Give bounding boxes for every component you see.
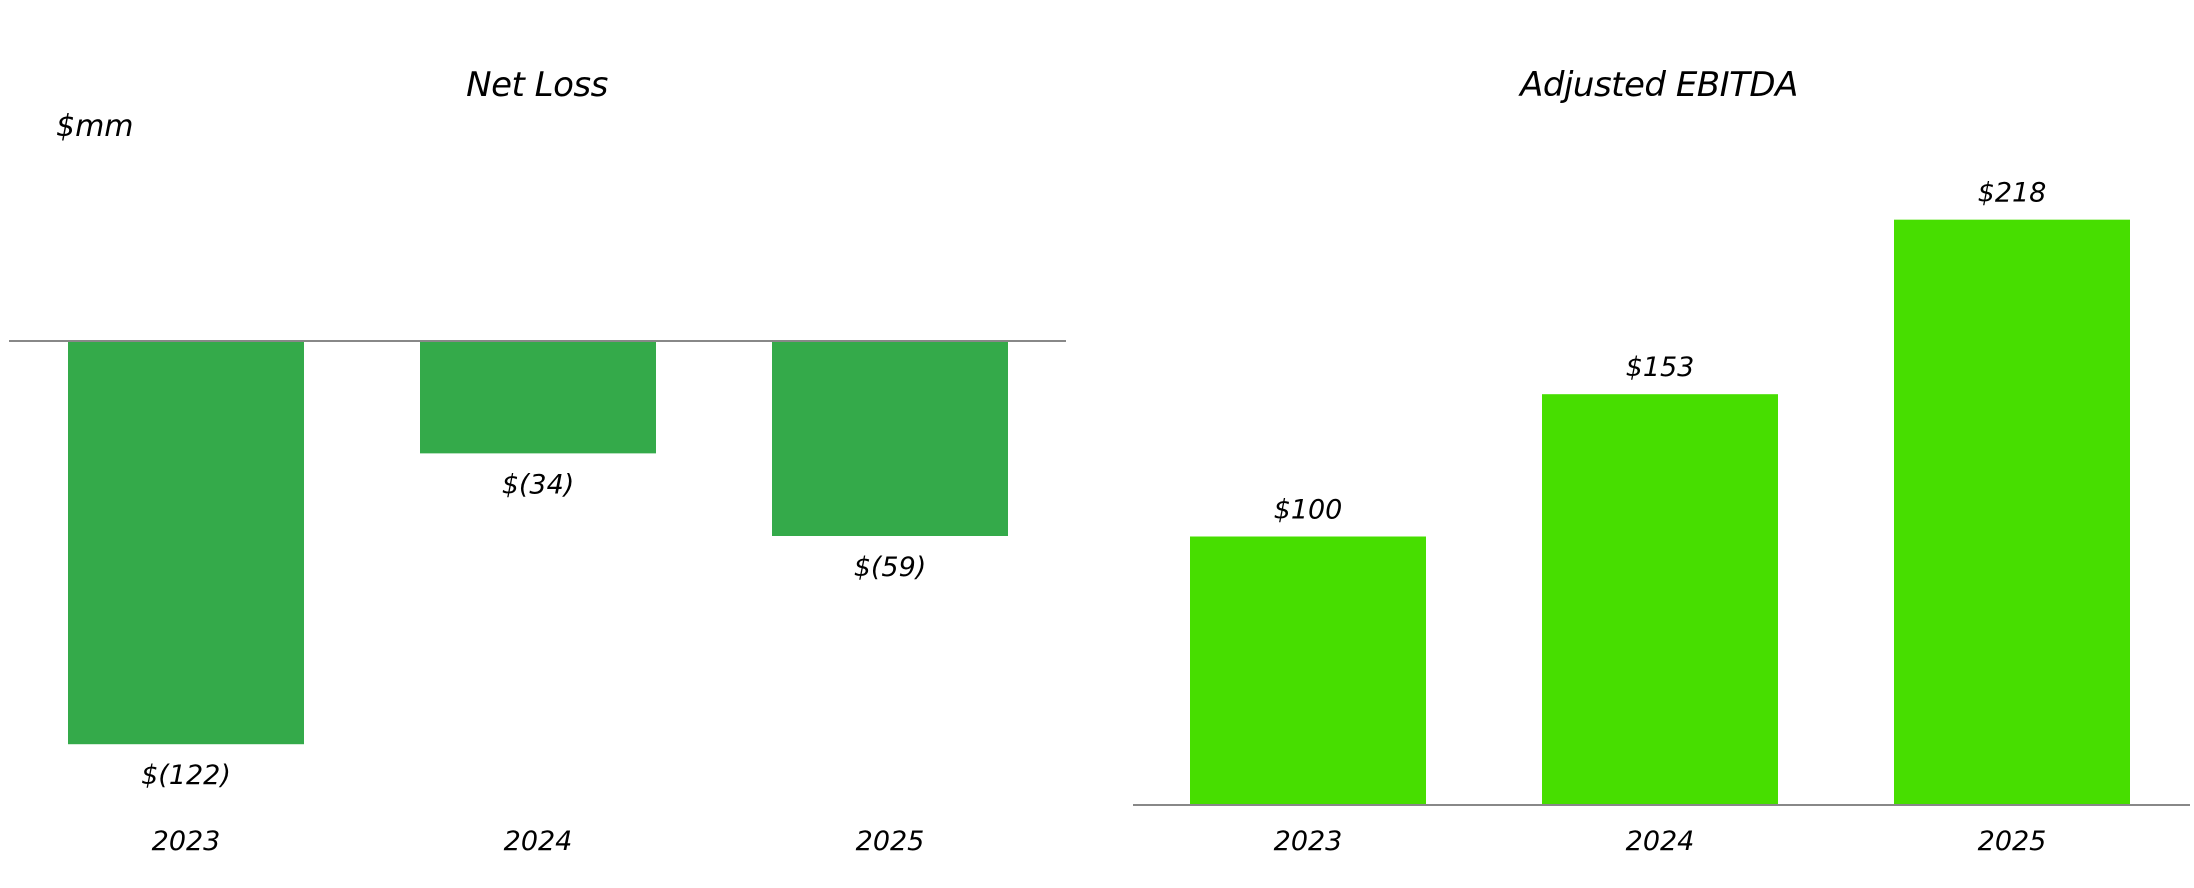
net-loss-chart: Net Loss $mm $(122)$(34)$(59) 2023 2024 20… [9,65,1066,857]
adjusted-ebitda-data-label-2024: $153 [1626,352,1695,383]
adjusted-ebitda-chart-title: Adjusted EBITDA [1518,65,1798,105]
adjusted-ebitda-bars [1190,219,2130,806]
adjusted-ebitda-data-label-2023: $100 [1274,495,1343,526]
net-loss-x-tick-2025: 2025 [856,826,925,857]
adjusted-ebitda-bar-2025 [1894,219,2130,806]
net-loss-bar-2025 [772,341,1008,536]
net-loss-x-tick-2023: 2023 [152,826,221,857]
adjusted-ebitda-x-axis-ticks: 2023 2024 2025 [1274,826,2047,857]
adjusted-ebitda-x-tick-2025: 2025 [1978,826,2047,857]
net-loss-x-axis-ticks: 2023 2024 2025 [152,826,925,857]
adjusted-ebitda-x-tick-2023: 2023 [1274,826,1343,857]
net-loss-data-label-2024: $(34) [502,469,575,500]
adjusted-ebitda-x-tick-2024: 2024 [1626,826,1695,857]
net-loss-bar-2024 [420,341,656,454]
net-loss-data-label-2025: $(59) [854,552,927,583]
net-loss-x-tick-2024: 2024 [504,826,573,857]
adjusted-ebitda-bar-2023 [1190,536,1426,805]
net-loss-data-labels: $(122) $(34) $(59) [141,469,926,791]
net-loss-chart-title: Net Loss [466,65,608,105]
net-loss-data-label-2023: $(122) [141,760,231,791]
adjusted-ebitda-chart: Adjusted EBITDA $100$153$218 2023 2024 202… [1133,65,2190,857]
adjusted-ebitda-data-label-2025: $218 [1978,178,2047,209]
net-loss-bar-2023 [68,341,304,745]
net-loss-bars [68,341,1008,745]
unit-label: $mm [56,109,134,144]
adjusted-ebitda-data-labels: $100 $153 $218 [1274,178,2047,526]
adjusted-ebitda-bar-2024 [1542,394,1778,805]
